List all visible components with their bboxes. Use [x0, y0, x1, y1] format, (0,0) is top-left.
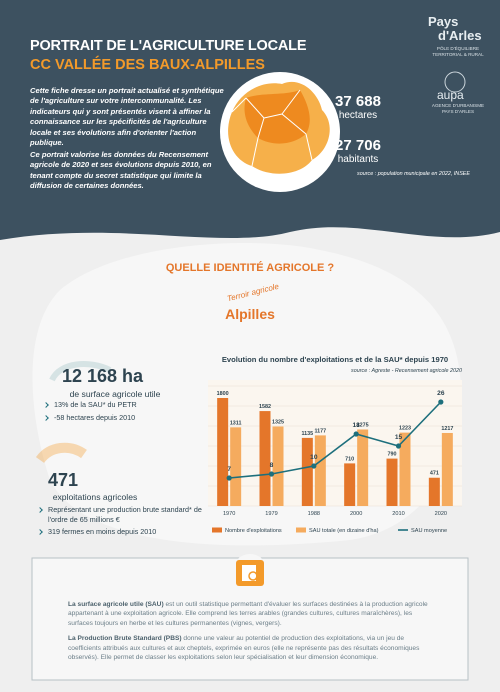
- point: [353, 431, 359, 437]
- value-label: 1800: [217, 391, 229, 397]
- icon-lens: [248, 571, 258, 581]
- bullet: 319 fermes en moins depuis 2010: [36, 527, 206, 537]
- bar: [441, 432, 453, 506]
- point: [395, 443, 402, 449]
- definition-text: est un outil statistique permettant d'év…: [68, 601, 428, 627]
- bar: [314, 435, 326, 506]
- intro: Ce portrait valorise les données du Rece…: [30, 150, 212, 191]
- key-bullets: Représentant une production brute standa…: [36, 505, 206, 540]
- point: [438, 399, 444, 405]
- logo-sub: PÔLE D'ÉQUILIBRE: [436, 46, 480, 51]
- bar: [428, 477, 440, 506]
- value-label: 1223: [399, 426, 411, 432]
- icon-doc: [242, 565, 256, 581]
- section-title: QUELLE IDENTITÉ AGRICOLE ?: [165, 262, 335, 274]
- term: La surface agricole utile (SAU): [68, 601, 164, 608]
- bullet: Représentant une production brute standa…: [36, 505, 206, 524]
- key-label: exploitations agricoles: [52, 492, 138, 502]
- key-label: de surface agricole utile: [69, 389, 161, 399]
- stat-value: 37 688: [335, 93, 381, 110]
- logo-sub: PAYS D'ARLES: [441, 109, 475, 114]
- value-label: 1582: [259, 404, 271, 410]
- logo-text: Pays: [428, 14, 459, 29]
- key-value: 12 168 ha: [62, 366, 144, 386]
- value-label: 1177: [314, 428, 326, 434]
- point: [268, 471, 275, 477]
- bullet: -58 hectares depuis 2010: [42, 413, 202, 423]
- value-label: 1217: [441, 426, 453, 432]
- legend-label: Nombre d'exploitations: [225, 528, 282, 534]
- stat-value: 27 706: [335, 137, 381, 154]
- legend-swatch: [212, 527, 222, 533]
- brush: [49, 361, 112, 382]
- chart: Evolution du nombre d'exploitations et d…: [208, 355, 462, 534]
- bar: [357, 429, 369, 506]
- definition-text: donne une valeur au potentiel de product…: [68, 635, 420, 662]
- value-label: 8: [270, 462, 274, 469]
- bar: [272, 426, 284, 506]
- term: La Production Brute Standard (PBS): [68, 635, 182, 643]
- value-label: 7: [227, 466, 231, 473]
- value-label: 1311: [230, 420, 242, 426]
- point: [226, 475, 232, 481]
- bar: [344, 463, 356, 506]
- value-label: 1275: [357, 423, 369, 429]
- source: source : population municipale en 2022, …: [357, 171, 470, 177]
- x-tick-label: 2000: [350, 511, 362, 517]
- logo-text: d'Arles: [438, 28, 482, 43]
- definitions: La surface agricole utile (SAU) est un o…: [68, 600, 432, 668]
- logo-text: aupa: [437, 88, 464, 102]
- point: [311, 463, 317, 469]
- x-tick-label: 1988: [308, 511, 320, 517]
- logo-sub: AGENCE D'URBANISME: [431, 103, 485, 108]
- x-tick-label: 2020: [435, 511, 447, 517]
- bar: [230, 427, 242, 506]
- value-label: 1135: [301, 431, 313, 437]
- value-label: 10: [310, 454, 318, 461]
- plot-bg: [208, 380, 462, 506]
- x-tick-label: 1979: [265, 511, 277, 517]
- chart-title: Evolution du nombre d'exploitations et d…: [222, 355, 448, 364]
- chart-source: source : Agreste - Recensement agricole …: [351, 368, 462, 374]
- intro: Cette fiche dresse un portrait actualisé…: [30, 86, 224, 148]
- map-borders: [231, 89, 313, 167]
- value-label: 1325: [272, 420, 284, 426]
- aupa-icon: [444, 71, 466, 93]
- title: PORTRAIT DE L'AGRICULTURE LOCALE: [30, 38, 307, 54]
- bullet: 13% de la SAU* du PETR: [42, 400, 202, 410]
- stat-label: habitants: [337, 154, 379, 165]
- logo-sub: TERRITORIAL & RURAL: [432, 52, 484, 57]
- x-tick-label: 1970: [223, 511, 235, 517]
- subtitle: CC VALLÉE DES BAUX-ALPILLES: [30, 57, 265, 73]
- stat-label: hectares: [338, 110, 378, 121]
- value-label: 790: [388, 452, 397, 458]
- definition: La Production Brute Standard (PBS) donne…: [68, 634, 432, 662]
- bar: [259, 411, 271, 506]
- value-label: 18: [352, 422, 360, 429]
- section-name: Alpilles: [225, 306, 275, 322]
- value-label: 26: [437, 390, 445, 397]
- line: [229, 401, 442, 479]
- legend-label: SAU moyenne: [411, 528, 447, 534]
- bar: [399, 432, 411, 506]
- value-label: 471: [430, 471, 439, 477]
- value-label: 15: [395, 434, 403, 441]
- value-label: 710: [345, 456, 354, 462]
- x-tick-label: 2010: [392, 511, 404, 517]
- bar: [386, 458, 398, 506]
- legend-swatch: [296, 527, 306, 533]
- bar: [217, 398, 229, 506]
- brush: [35, 442, 87, 464]
- key-bullets: 13% de la SAU* du PETR -58 hectares depu…: [42, 400, 202, 425]
- definition: La surface agricole utile (SAU) est un o…: [68, 600, 432, 628]
- key-value: 471: [48, 470, 79, 490]
- bar: [301, 437, 313, 506]
- legend-label: SAU totale (en dizaine d'ha): [309, 528, 379, 534]
